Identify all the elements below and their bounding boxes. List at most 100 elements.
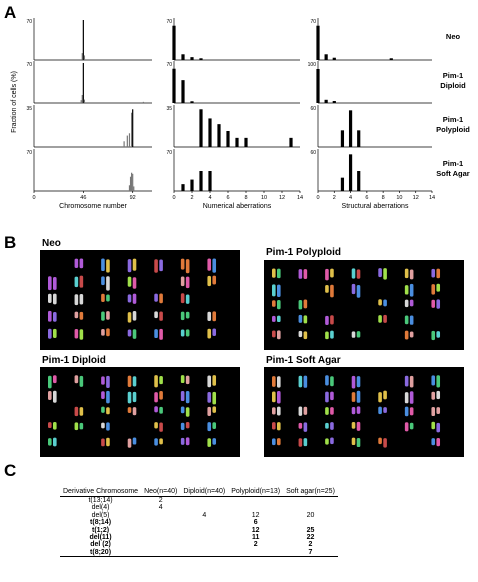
chromosome — [127, 259, 132, 273]
chromosome — [409, 375, 414, 388]
chromosome — [325, 331, 329, 340]
bar — [190, 179, 194, 191]
row-label: Pim-1 — [443, 71, 463, 80]
chromosome — [436, 299, 441, 309]
table-cell — [180, 548, 229, 558]
row-label: Pim-1 — [443, 159, 463, 168]
chromosome — [378, 437, 382, 445]
y-axis-label: Fraction of cells (%) — [11, 71, 18, 133]
chromosome — [106, 375, 110, 388]
row-label: Pim-1 — [443, 115, 463, 124]
karyotype-title-polyploid: Pim-1 Polyploid — [266, 247, 342, 258]
chromosome — [325, 422, 329, 429]
karyotype-image-neo — [40, 250, 240, 350]
chromosome — [207, 311, 212, 321]
chromosome — [106, 390, 110, 404]
bar — [181, 54, 185, 60]
chromosome — [272, 407, 276, 415]
chromosome — [277, 300, 281, 310]
chromosome — [154, 406, 158, 413]
chromosome — [207, 422, 212, 432]
chromosome — [303, 438, 308, 447]
table-cell — [180, 534, 228, 541]
table-row: t(13;14) 2 — [60, 497, 338, 505]
x-tick-label: 2 — [190, 195, 193, 201]
chromosome — [53, 390, 57, 403]
chromosome — [404, 268, 409, 279]
bar — [289, 137, 293, 147]
bar — [348, 154, 353, 191]
bar — [235, 137, 239, 147]
x-tick-label: 6 — [226, 195, 229, 201]
chromosome — [431, 407, 436, 417]
y-tick-label: 70 — [166, 150, 172, 156]
chromosome — [351, 392, 356, 402]
chromosome — [277, 438, 281, 446]
row-label: Diploid — [440, 81, 466, 90]
bar — [357, 130, 361, 147]
karyotype-title-diploid: Pim-1 Diploid — [42, 355, 106, 366]
x-axis-label: Chromosome number — [59, 203, 127, 210]
chromosome — [159, 311, 163, 321]
table-cell — [180, 527, 228, 534]
chromosome — [180, 293, 185, 304]
chromosome — [325, 438, 329, 445]
bar — [132, 109, 134, 147]
chromosome — [101, 258, 105, 272]
chromosome — [185, 421, 190, 429]
x-tick-label: 10 — [396, 195, 402, 201]
chromosome — [132, 293, 137, 304]
chromosome — [79, 258, 84, 269]
chromosome — [436, 390, 441, 400]
chromosome — [154, 438, 158, 446]
chromosome — [180, 422, 185, 431]
bar — [244, 137, 248, 147]
chromosome — [154, 311, 158, 319]
table-cell: del(11) — [89, 534, 112, 542]
bar — [332, 57, 336, 60]
chromosome — [106, 437, 110, 447]
chromosome — [101, 293, 105, 302]
bar — [208, 118, 212, 147]
chromosome — [159, 406, 163, 414]
chromosome — [409, 391, 414, 404]
table-cell: 2 — [158, 497, 163, 504]
chromosome — [330, 437, 334, 445]
table-row: t(1;2) 12 25 — [60, 527, 338, 534]
table-cell: 20 — [306, 511, 315, 519]
chromosome — [207, 406, 212, 417]
table-header: Soft agar(n=25) — [283, 487, 338, 497]
chromosome — [277, 391, 281, 404]
x-tick-label: 2 — [333, 195, 336, 201]
chromosome — [356, 437, 361, 448]
chromosome — [356, 390, 361, 403]
bar — [181, 80, 185, 103]
table-header-row: Derivative Chromosome Neo(n=40) Diploid(… — [60, 487, 338, 497]
karyotype-image-diploid — [40, 367, 240, 457]
chromosome — [378, 268, 382, 278]
chromosome — [303, 406, 308, 415]
chromosome — [154, 259, 158, 273]
chromosome — [431, 421, 436, 430]
chromosome — [431, 375, 436, 386]
bar — [357, 171, 361, 191]
karyotype-image-soft-agar — [264, 367, 464, 457]
y-tick-label: 35 — [26, 106, 32, 112]
chromosome — [298, 314, 303, 323]
chromosome — [356, 331, 361, 338]
chromosome — [48, 438, 52, 446]
x-tick-label: 14 — [297, 195, 303, 201]
chromosome — [185, 375, 190, 385]
chromosome — [74, 258, 79, 268]
chromosome — [277, 376, 281, 388]
y-tick-label: 60 — [310, 106, 316, 112]
chromosome — [159, 438, 163, 445]
table-header: Polyploid(n=13) — [228, 487, 284, 497]
y-tick-label: 70 — [26, 62, 32, 68]
chromosome — [212, 311, 217, 322]
table-cell — [283, 497, 338, 505]
table-cell — [141, 519, 180, 526]
chromosome — [207, 375, 212, 388]
bar — [172, 25, 176, 60]
chromosome — [325, 315, 329, 326]
